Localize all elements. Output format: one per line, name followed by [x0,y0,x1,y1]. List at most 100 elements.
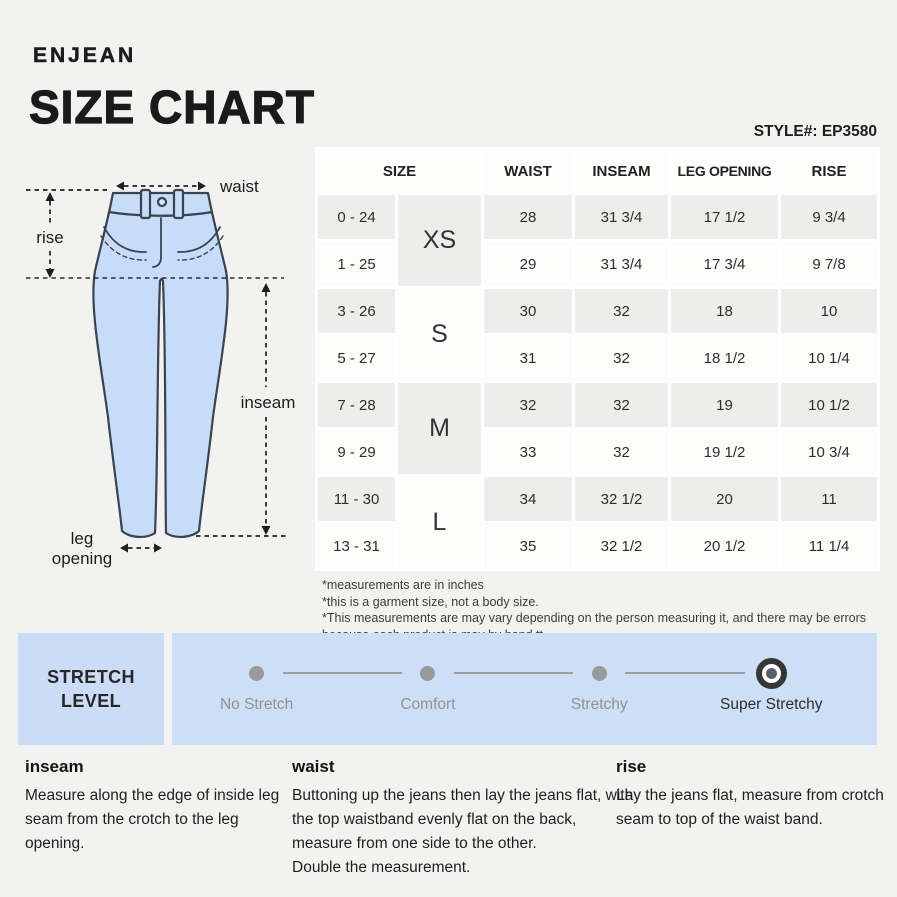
inseam-cell: 32 1/2 [575,524,668,568]
waist-cell: 34 [484,477,572,521]
leg-opening-cell: 19 [671,383,778,427]
jeans-body [92,191,229,538]
waist-cell: 32 [484,383,572,427]
stretch-option-no-stretch: No Stretch [177,633,337,745]
stretch-level-dot [249,665,265,681]
leg-opening-cell: 17 1/2 [671,195,778,239]
size-group-cell: XS [398,195,481,286]
table-header-row: SIZE WAIST INSEAM LEG OPENING RISE [318,150,877,192]
inseam-cell: 31 3/4 [575,195,668,239]
definition-text: Measure along the edge of inside leg sea… [25,787,280,853]
stretch-level-dot [420,665,436,681]
footnote: *this is a garment size, not a body size… [322,594,539,609]
rise-cell: 9 3/4 [781,195,877,239]
rise-cell: 10 [781,289,877,333]
definition-term: inseam [25,757,84,776]
inseam-cell: 32 [575,430,668,474]
arrowhead [120,543,128,553]
definition-term: rise [616,757,647,776]
size-group-cell: M [398,383,481,474]
size-range-cell: 7 - 28 [318,383,395,427]
arrowhead [45,269,55,278]
stretch-level-title-box: STRETCH LEVEL [18,633,164,745]
inseam-cell: 32 [575,289,668,333]
stretch-level-section: STRETCH LEVEL No Stretch Comfort Stretch… [18,633,877,745]
size-range-cell: 11 - 30 [318,477,395,521]
inseam-label: inseam [241,393,296,412]
footnote: *measurements are in inches [322,578,484,592]
brand-logo: ENJEAN [33,44,137,68]
arrowhead [261,526,271,535]
table-row: 11 - 30 L 34 32 1/2 20 11 [318,477,877,568]
stretch-level-scale: No Stretch Comfort Stretchy Super Stretc… [172,633,877,745]
stretch-option-label: Super Stretchy [719,696,823,713]
size-range-cell: 9 - 29 [318,430,395,474]
table-row: 7 - 28 M 32 32 19 10 1/2 [318,383,877,474]
arrowhead [154,543,162,553]
size-group-cell: S [398,289,481,380]
column-header-size: SIZE [318,150,481,192]
size-range-cell: 0 - 24 [318,195,395,239]
waist-cell: 28 [484,195,572,239]
jeans-pocket-stitch-left [100,235,147,261]
definition-text: Buttoning up the jeans then lay the jean… [292,787,634,877]
column-header-waist: WAIST [484,150,572,192]
waist-cell: 33 [484,430,572,474]
table-row: 3 - 26 S 30 32 18 10 [318,289,877,380]
table-row: 1 - 25 29 31 3/4 17 3/4 9 7/8 [318,242,877,286]
column-header-inseam: INSEAM [575,150,668,192]
size-range-cell: 5 - 27 [318,336,395,380]
waist-label: waist [219,177,259,196]
definition-term: waist [292,757,335,776]
rise-cell: 11 1/4 [781,524,877,568]
size-range-cell: 1 - 25 [318,242,395,286]
jeans-pocket-left [103,226,147,253]
definition-waist: waist Buttoning up the jeans then lay th… [292,757,637,880]
waist-cell: 29 [484,242,572,286]
stretch-option-comfort: Comfort [348,633,508,745]
arrowhead [45,192,55,201]
rise-label: rise [36,228,63,247]
jeans-pocket-right [177,226,221,253]
rise-cell: 10 1/4 [781,336,877,380]
jeans-belt-loop [172,188,185,220]
jeans-fly-seam [152,217,162,268]
jeans-waistband-seam [107,210,214,217]
leg-opening-cell: 20 [671,477,778,521]
table-row: 9 - 29 33 32 19 1/2 10 3/4 [318,430,877,474]
size-range-cell: 13 - 31 [318,524,395,568]
leg-opening-cell: 18 1/2 [671,336,778,380]
waist-cell: 31 [484,336,572,380]
stretch-option-label: Stretchy [570,696,628,713]
jeans-pocket-stitch-right [177,235,224,261]
arrowhead [198,181,206,191]
rise-cell: 10 1/2 [781,383,877,427]
definition-inseam: inseam Measure along the edge of inside … [25,757,287,856]
rise-cell: 10 3/4 [781,430,877,474]
leg-opening-cell: 19 1/2 [671,430,778,474]
column-header-leg-opening: LEG OPENING [671,150,778,192]
arrowhead [116,181,124,191]
rise-cell: 9 7/8 [781,242,877,286]
jeans-measurement-diagram: waist rise inseam leg opening [10,165,310,575]
leg-opening-cell: 20 1/2 [671,524,778,568]
inseam-cell: 32 1/2 [575,477,668,521]
table-row: 13 - 31 35 32 1/2 20 1/2 11 1/4 [318,524,877,568]
arrowhead [261,283,271,292]
jeans-belt-loop [139,188,152,220]
inseam-cell: 32 [575,383,668,427]
stretch-option-super-stretchy: Super Stretchy [691,633,851,745]
column-header-rise: RISE [781,150,877,192]
table-footnotes: *measurements are in inches *this is a g… [322,577,878,643]
leg-opening-cell: 18 [671,289,778,333]
stretch-option-stretchy: Stretchy [519,633,679,745]
inseam-cell: 32 [575,336,668,380]
scale-connector-line [453,672,574,674]
waist-cell: 30 [484,289,572,333]
jeans-illustration: waist rise inseam leg opening [26,177,296,568]
leg-opening-cell: 17 3/4 [671,242,778,286]
table-row: 0 - 24 XS 28 31 3/4 17 1/2 9 3/4 [318,195,877,286]
stretch-option-label: No Stretch [219,696,294,713]
stretch-level-dot-selected [755,657,787,689]
